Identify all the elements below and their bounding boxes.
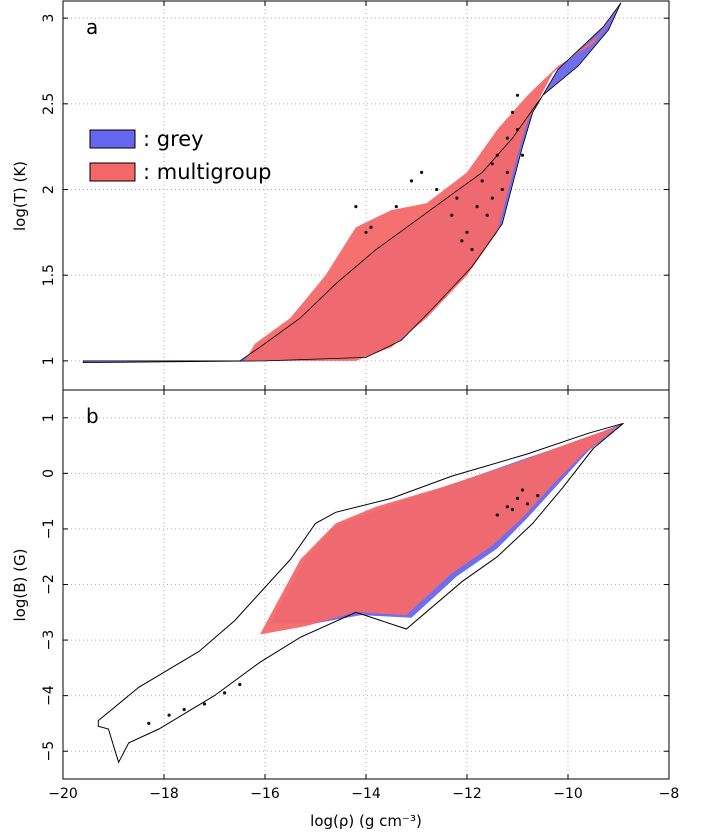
panel-b-series (97, 422, 624, 764)
panel-b-xtick-label: −14 (351, 786, 381, 802)
panel-a-ytick-label: 1.5 (41, 264, 57, 286)
panel-b-dot (182, 707, 186, 712)
panel-b-xticks: −20 −18 −16 −14 −12 −10 −8 (48, 786, 679, 802)
panel-b-dot (520, 488, 525, 492)
legend: : grey : multigroup (89, 127, 271, 184)
panel-a-ytick-label: 2 (41, 185, 57, 194)
panel-b-xtick-label: −18 (149, 786, 179, 802)
panel-a-ylabel: log(T) (K) (11, 161, 29, 231)
panel-b-xtick-label: −10 (553, 786, 583, 802)
legend-label-grey: : grey (143, 127, 204, 151)
panel-a-dot (505, 136, 509, 140)
panel-a-dot (490, 162, 494, 166)
panel-b-multigroup-region (259, 426, 619, 635)
panel-b-dot (505, 505, 509, 509)
panel-b-dots (147, 488, 540, 726)
panel-b-dot (202, 702, 206, 706)
panel-a-dot (500, 187, 504, 192)
panel-b-xtick-label: −12 (452, 786, 482, 802)
panel-a-ytick-label: 1 (41, 356, 57, 365)
panel-a-dot (505, 170, 509, 174)
panel-b-ylabel: log(B) (G) (11, 549, 29, 622)
panel-b-outline-region (97, 422, 624, 764)
panel-a-dot (485, 213, 489, 217)
panel-a: 1 1.5 2 2.5 3 a log(T) (K) : grey : multigro… (11, 0, 670, 391)
panel-a-ytick-label: 2.5 (41, 93, 57, 115)
panel-b-xtick-label: −8 (659, 786, 680, 802)
panel-a-dot (470, 247, 474, 252)
legend-swatch-multigroup (89, 162, 136, 182)
panel-b-ytick-label: 1 (41, 413, 57, 422)
panel-a-dot (455, 196, 459, 200)
panel-a-dot (515, 93, 520, 97)
panel-a-outline (82, 2, 622, 364)
panel-a-ytick-label: 3 (41, 14, 57, 23)
panel-b-ytick-label: −2 (41, 574, 57, 595)
panel-a-dot (409, 179, 414, 183)
panel-b-xtick-label: −20 (48, 786, 78, 802)
panel-a-dot (394, 205, 398, 209)
panel-b-ytick-label: −3 (41, 630, 57, 651)
panel-a-dot (495, 153, 499, 157)
panel-a-series (82, 2, 622, 364)
panel-b-dot (223, 691, 227, 695)
panel-a-grid (63, 1, 669, 390)
panel-b-ytick-label: −5 (41, 741, 57, 762)
panel-b-dot (495, 513, 499, 517)
panel-b-dot (515, 496, 520, 500)
panel-a-dot (520, 153, 525, 157)
panel-b-dot (510, 507, 515, 512)
legend-swatch-grey (89, 129, 136, 149)
panel-b-dot (238, 682, 242, 687)
panel-a-dot (465, 230, 469, 234)
panel-a-dot (490, 196, 494, 200)
panel-a-dot (460, 239, 464, 243)
panel-b-dot (147, 721, 151, 726)
panel-a-yticks: 1 1.5 2 2.5 3 (41, 1, 670, 390)
panel-b-ytick-label: 0 (41, 469, 57, 478)
panel-a-dot (364, 230, 368, 234)
panel-a-dots (354, 93, 525, 252)
panel-b-xtick-label: −16 (250, 786, 280, 802)
panel-a-dot (480, 179, 484, 183)
panel-b-ytick-label: −1 (41, 519, 57, 540)
panel-a-dot (510, 110, 515, 114)
panel-a-dot (450, 213, 454, 217)
panel-a-dot (354, 205, 358, 209)
panel-a-dot (435, 187, 439, 192)
panel-a-multigroup-region (83, 9, 619, 361)
panel-b-label: b (86, 404, 99, 428)
panel-b-ytick-label: −4 (41, 685, 57, 706)
panel-a-dot (475, 205, 479, 209)
panel-a-dot (515, 127, 520, 132)
panel-b-dot (526, 502, 530, 506)
legend-label-multigroup: : multigroup (143, 160, 271, 184)
panel-b-dot (536, 494, 540, 498)
x-axis-label: log(ρ) (g cm⁻³) (310, 812, 422, 830)
panel-b-dot (167, 713, 171, 717)
panel-a-label: a (86, 15, 98, 39)
panel-a-dot (369, 225, 373, 229)
panel-a-dot (420, 170, 424, 174)
panel-b: −5−4−3−2−101 −20 −18 −16 −14 −12 −10 −8 b log(… (11, 389, 679, 830)
panel-b-yticks: −5 −4 −3 −2 −1 0 1 (41, 390, 670, 779)
